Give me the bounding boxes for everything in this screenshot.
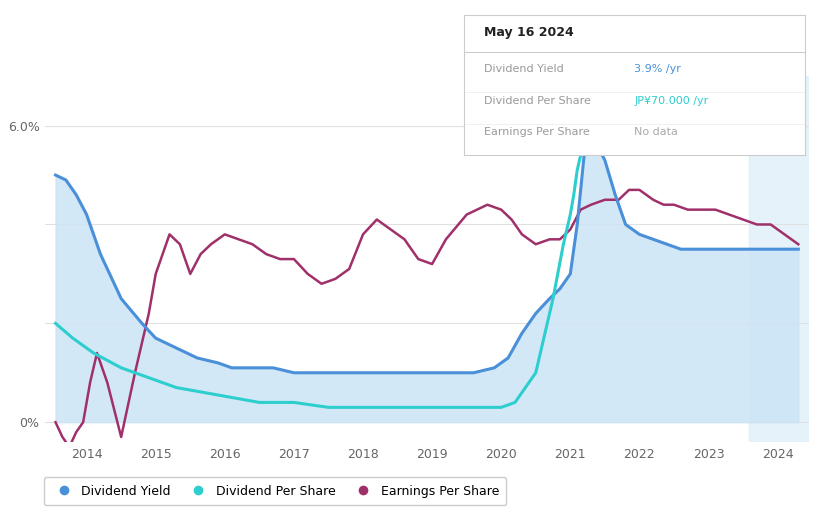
Bar xyxy=(749,76,809,442)
Text: Dividend Yield: Dividend Yield xyxy=(484,64,564,74)
Text: May 16 2024: May 16 2024 xyxy=(484,26,574,40)
Text: 3.9% /yr: 3.9% /yr xyxy=(635,64,681,74)
Text: No data: No data xyxy=(635,127,678,137)
Text: Past: Past xyxy=(752,106,778,119)
Text: Dividend Per Share: Dividend Per Share xyxy=(484,97,591,106)
Legend: Dividend Yield, Dividend Per Share, Earnings Per Share: Dividend Yield, Dividend Per Share, Earn… xyxy=(44,477,507,505)
Text: JP¥70.000 /yr: JP¥70.000 /yr xyxy=(635,97,709,106)
Text: Earnings Per Share: Earnings Per Share xyxy=(484,127,590,137)
